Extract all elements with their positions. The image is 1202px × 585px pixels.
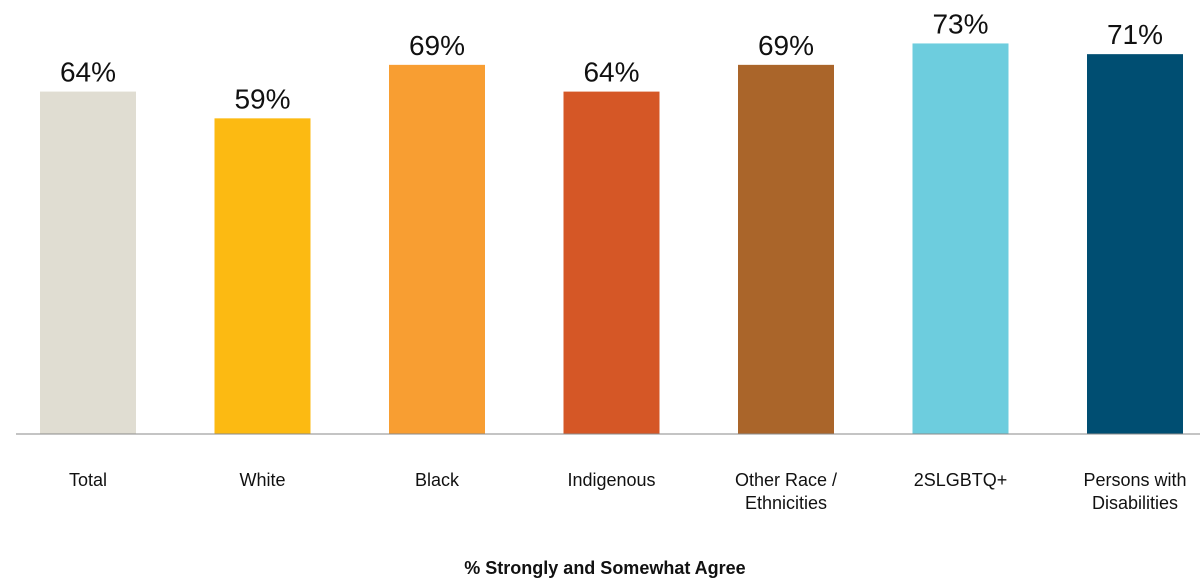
bar-3	[563, 91, 660, 434]
value-label-0: 64%	[60, 57, 116, 88]
bar-4	[738, 64, 834, 434]
category-label-2: Black	[415, 470, 460, 490]
category-label-4: Other Race / Ethnicities	[735, 470, 837, 513]
bar-2	[389, 64, 485, 434]
value-label-4: 69%	[758, 30, 814, 61]
bar-1	[214, 118, 311, 434]
category-label-1: White	[239, 470, 285, 490]
bars	[40, 43, 1183, 435]
bar-6	[1087, 54, 1183, 435]
category-labels: Total White Black Indigenous Other Race / Eth…	[69, 470, 1187, 513]
value-label-3: 64%	[583, 57, 639, 88]
x-axis-title: % Strongly and Somewhat Agree	[464, 558, 745, 578]
category-label-5: 2SLGBTQ+	[914, 470, 1008, 490]
value-label-5: 73%	[932, 8, 988, 39]
value-label-6: 71%	[1107, 19, 1163, 50]
value-labels: 64% 59% 69% 64% 69% 73% 71%	[60, 8, 1163, 114]
bar-0	[40, 91, 136, 434]
category-label-0: Total	[69, 470, 107, 490]
value-label-2: 69%	[409, 30, 465, 61]
bar-5	[912, 43, 1009, 434]
category-label-3: Indigenous	[567, 470, 655, 490]
category-label-6: Persons with Disabilities	[1083, 470, 1186, 513]
value-label-1: 59%	[234, 83, 290, 114]
